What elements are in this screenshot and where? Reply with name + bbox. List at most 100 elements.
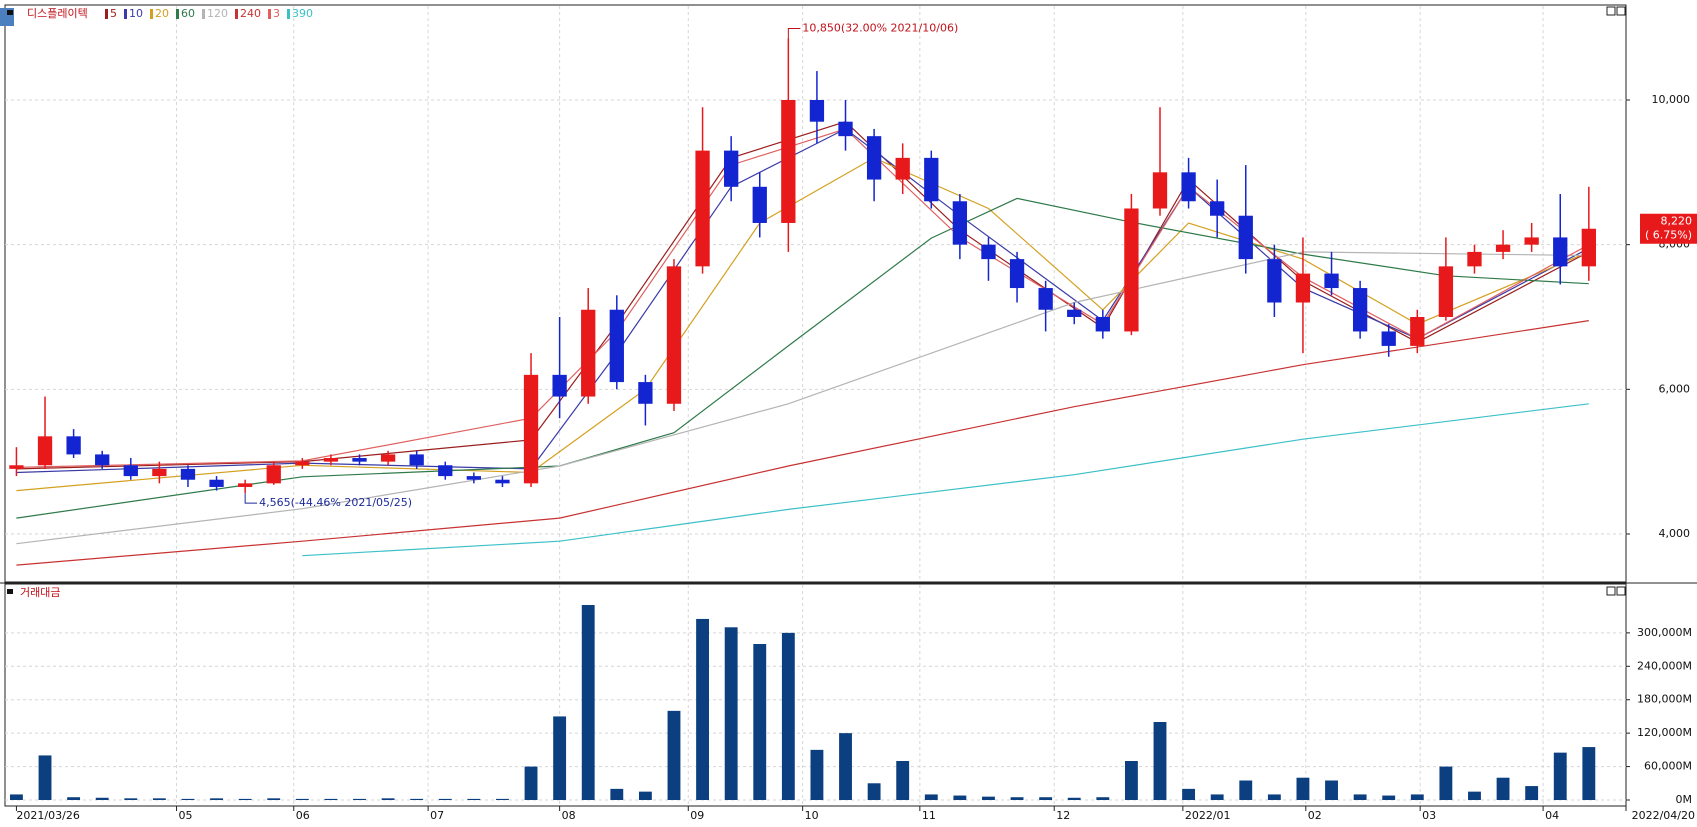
candle-body — [266, 465, 281, 484]
volume-bar — [1096, 797, 1110, 800]
legend-label: 390 — [292, 7, 313, 20]
legend-swatch — [268, 9, 271, 19]
candle-body — [295, 461, 310, 466]
candle-body — [180, 468, 196, 480]
volume-bar — [638, 791, 652, 800]
candle-body — [1467, 251, 1482, 267]
x-tick-label: 11 — [922, 809, 936, 822]
panel-button[interactable] — [1616, 586, 1626, 596]
volume-bar — [1582, 747, 1596, 800]
candle-body — [838, 121, 853, 137]
candle-body — [924, 157, 939, 202]
x-tick-label: 02 — [1308, 809, 1322, 822]
volume-bar — [810, 749, 824, 800]
candle-body — [895, 157, 910, 180]
x-tick-label: 12 — [1056, 809, 1070, 822]
legend-label: 120 — [207, 7, 228, 20]
volume-bar — [1153, 722, 1167, 800]
candle-body — [552, 374, 567, 397]
y-tick-label: 120,000M — [1637, 726, 1692, 739]
volume-bar — [1210, 794, 1224, 800]
candle-body — [1124, 208, 1139, 332]
candle-body — [523, 374, 539, 484]
volume-bar — [1525, 786, 1539, 800]
volume-bar — [10, 794, 23, 800]
volume-bar — [324, 798, 338, 800]
volume-bar — [381, 798, 395, 800]
candle-body — [409, 454, 424, 466]
volume-bar — [181, 798, 195, 800]
volume-bar — [295, 798, 309, 800]
x-tick-label: 05 — [179, 809, 193, 822]
x-tick-label: 10 — [805, 809, 819, 822]
annotation-label: 4,565(-44.46% 2021/05/25) — [259, 496, 412, 509]
volume-bar — [95, 797, 109, 800]
candle-body — [323, 458, 339, 462]
volume-bar — [38, 755, 52, 800]
candle-body — [152, 468, 167, 477]
volume-bar — [924, 794, 938, 800]
panel-button[interactable] — [1616, 6, 1626, 16]
volume-bar — [581, 605, 595, 800]
x-tick-label: 04 — [1545, 809, 1559, 822]
x-tick-label: 2022/04/20 — [1632, 809, 1695, 822]
volume-bar — [467, 798, 481, 800]
volume-panel — [4, 583, 1627, 807]
legend-swatch — [150, 9, 153, 19]
panel-button[interactable] — [1606, 6, 1616, 16]
price-tag-label: 8,220 — [1661, 215, 1693, 228]
candle-body — [495, 479, 510, 484]
volume-bar — [982, 796, 995, 800]
volume-bar — [696, 618, 710, 800]
volume-bar — [667, 710, 681, 800]
candle-body — [724, 150, 739, 187]
candle-body — [466, 476, 482, 480]
volume-bar — [1382, 795, 1396, 800]
x-tick-label: 2021/03/26 — [16, 809, 79, 822]
panel-button[interactable] — [1606, 586, 1616, 596]
volume-bar — [1468, 791, 1481, 800]
volume-bar — [210, 798, 223, 800]
candle-body — [638, 382, 653, 404]
volume-bar — [152, 798, 166, 800]
candle-body — [1038, 288, 1053, 310]
volume-bar — [496, 798, 509, 800]
legend-label: 60 — [181, 7, 195, 20]
x-tick-label: 06 — [296, 809, 310, 822]
price-tag — [1640, 213, 1697, 244]
candle-body — [1553, 237, 1568, 267]
volume-bar — [1067, 797, 1081, 800]
candle-body — [952, 201, 968, 245]
candle-body — [66, 436, 81, 455]
x-tick-label: 07 — [430, 809, 444, 822]
candle-body — [1067, 309, 1082, 317]
candle-body — [1381, 331, 1396, 346]
x-tick-label: 2022/01 — [1185, 809, 1231, 822]
candle-body — [1295, 273, 1311, 303]
candle-body — [809, 99, 825, 122]
volume-bar — [953, 795, 967, 800]
y-tick-label: 10,000 — [1652, 93, 1691, 106]
candle-body — [1352, 288, 1368, 332]
legend-label: 10 — [129, 7, 143, 20]
volume-title: 거래대금 — [20, 586, 60, 599]
candle-body — [1095, 316, 1110, 332]
price-panel — [4, 4, 1627, 583]
volume-bar — [1182, 788, 1196, 800]
legend-swatch — [176, 9, 179, 19]
candle-body — [1495, 244, 1511, 252]
panel-icon — [7, 10, 13, 15]
candle-body — [95, 454, 110, 466]
volume-bar — [1496, 777, 1510, 800]
legend-label: 20 — [155, 7, 169, 20]
candle-body — [352, 458, 367, 462]
candle-body — [1267, 259, 1282, 303]
candle-body — [666, 266, 682, 404]
candle-body — [781, 99, 796, 223]
volume-bar — [1010, 797, 1024, 800]
candle-body — [123, 465, 138, 477]
y-tick-label: 60,000M — [1644, 760, 1692, 773]
annotation-arrow — [244, 493, 258, 504]
volume-bar — [1410, 794, 1424, 800]
volume-bar — [410, 798, 424, 800]
